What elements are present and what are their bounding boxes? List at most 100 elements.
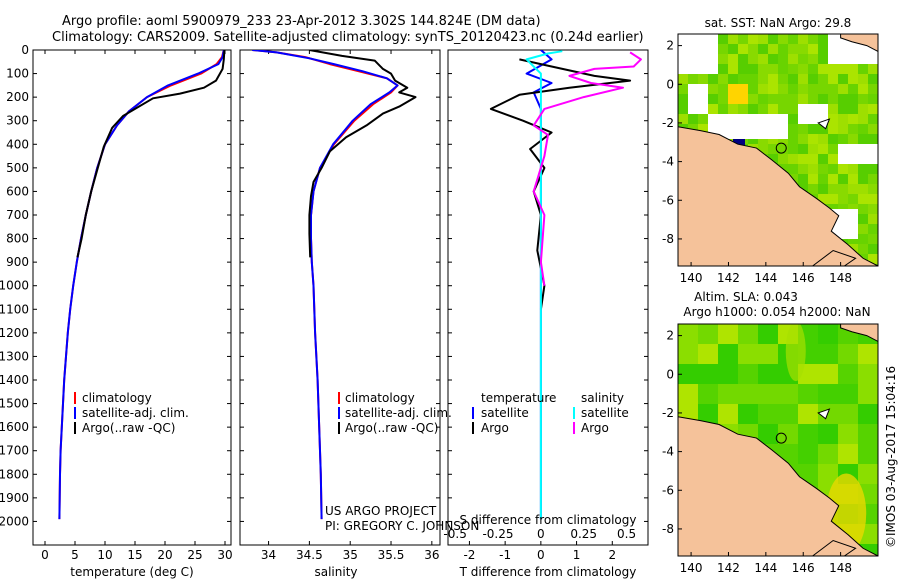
map-cell bbox=[868, 124, 878, 134]
series-line-argo bbox=[532, 51, 642, 286]
map-cell bbox=[778, 64, 788, 74]
depth-tick-label: 1300 bbox=[0, 349, 29, 363]
map-cell bbox=[848, 64, 858, 74]
land-manus bbox=[817, 408, 831, 420]
x-tick-label: 36 bbox=[424, 548, 439, 562]
map-cell bbox=[858, 244, 868, 254]
map-cell bbox=[858, 104, 868, 114]
map-cell bbox=[778, 424, 798, 444]
map-cell bbox=[808, 74, 818, 84]
map-cell bbox=[858, 164, 868, 174]
salinity-series bbox=[252, 50, 417, 520]
depth-tick-label: 0 bbox=[21, 43, 29, 57]
map-cell bbox=[758, 324, 778, 344]
series-line-climatology bbox=[252, 50, 399, 520]
map-cell bbox=[838, 124, 848, 134]
sla-map-frame bbox=[677, 323, 879, 557]
map-cell bbox=[728, 34, 738, 44]
map-cell bbox=[758, 74, 768, 84]
map-cell bbox=[788, 154, 798, 164]
s-tick-label: -0.5 bbox=[443, 527, 466, 541]
map-cell bbox=[718, 34, 728, 44]
x-tick-label: -1 bbox=[499, 548, 511, 562]
sst-map bbox=[678, 34, 878, 266]
map-cell bbox=[748, 74, 758, 84]
sst-map-title: sat. SST: NaN Argo: 29.8 bbox=[705, 16, 852, 30]
map-cell bbox=[758, 94, 768, 104]
depth-tick-label: 1700 bbox=[0, 444, 29, 458]
map-cell bbox=[828, 114, 838, 124]
map-cell bbox=[788, 54, 798, 64]
depth-tick-label: 1000 bbox=[0, 279, 29, 293]
legend-label-argo: Argo(..raw -QC) bbox=[82, 421, 175, 435]
s-tick-label: -0.25 bbox=[482, 527, 513, 541]
map-cell bbox=[778, 34, 788, 44]
map-cell bbox=[798, 164, 808, 174]
sst-map-frame bbox=[677, 33, 879, 267]
x-tick-label: 5 bbox=[71, 548, 79, 562]
map-cell bbox=[838, 404, 858, 424]
map-cell bbox=[828, 144, 838, 154]
x-tick-label: 0 bbox=[41, 548, 49, 562]
difference-axis-ticks: -2 -1 0 1 2 -0.5 -0.25 0 0.25 0.5 bbox=[443, 49, 648, 562]
depth-tick-label: 1100 bbox=[0, 302, 29, 316]
map-cell bbox=[798, 64, 808, 74]
legend-label-t-argo: Argo bbox=[481, 421, 509, 435]
map-cell bbox=[738, 344, 758, 364]
map-cell bbox=[848, 114, 858, 124]
map-cell bbox=[818, 84, 828, 94]
map-cell bbox=[698, 114, 708, 124]
map-cell bbox=[828, 134, 838, 144]
map-cell bbox=[858, 344, 878, 364]
land-manus bbox=[817, 118, 831, 130]
map-cell bbox=[858, 184, 868, 194]
map-cell bbox=[868, 174, 878, 184]
lon-tick-label: 146 bbox=[792, 561, 815, 575]
sla-high bbox=[785, 324, 806, 382]
map-cell bbox=[728, 104, 738, 114]
map-cell bbox=[808, 64, 818, 74]
land-south bbox=[811, 249, 857, 266]
map-cell bbox=[778, 44, 788, 54]
depth-tick-label: 1400 bbox=[0, 373, 29, 387]
lat-tick-label: 0 bbox=[666, 367, 674, 381]
x-tick-label: 10 bbox=[97, 548, 112, 562]
t-difference-axis-label: T difference from climatology bbox=[459, 565, 637, 579]
map-cell bbox=[728, 44, 738, 54]
lat-tick-label: -4 bbox=[662, 445, 674, 459]
lat-tick-label: -4 bbox=[662, 155, 674, 169]
lat-tick-label: -2 bbox=[662, 116, 674, 130]
salinity-plot-frame bbox=[239, 49, 441, 546]
series-line-satellite bbox=[525, 50, 563, 520]
map-cell bbox=[828, 194, 838, 204]
depth-tick-label: 800 bbox=[6, 232, 29, 246]
legend-label-s-argo: Argo bbox=[581, 421, 609, 435]
map-cell bbox=[868, 84, 878, 94]
map-cell bbox=[858, 64, 868, 74]
map-cell bbox=[788, 34, 798, 44]
depth-tick-label: 500 bbox=[6, 161, 29, 175]
map-cell bbox=[818, 364, 838, 384]
map-cell bbox=[698, 324, 718, 344]
map-cell bbox=[688, 114, 698, 124]
map-cell bbox=[698, 124, 708, 134]
lon-tick-label: 140 bbox=[680, 271, 703, 285]
difference-series bbox=[489, 50, 642, 520]
map-cell bbox=[858, 214, 868, 224]
map-cell bbox=[848, 74, 858, 84]
map-cell bbox=[818, 424, 838, 444]
map-cell bbox=[868, 104, 878, 114]
series-line-climatology bbox=[58, 50, 225, 520]
temperature-plot-frame bbox=[32, 49, 232, 546]
x-tick-label: 35.5 bbox=[378, 548, 405, 562]
map-cell bbox=[868, 74, 878, 84]
lat-tick-label: -2 bbox=[662, 406, 674, 420]
map-cell bbox=[798, 134, 808, 144]
map-cell bbox=[778, 54, 788, 64]
map-cell bbox=[828, 154, 838, 164]
map-cell bbox=[848, 84, 858, 94]
map-cell bbox=[828, 124, 838, 134]
map-cell bbox=[678, 364, 698, 384]
legend-heading-salinity: salinity bbox=[581, 391, 624, 405]
map-cell bbox=[818, 54, 828, 64]
